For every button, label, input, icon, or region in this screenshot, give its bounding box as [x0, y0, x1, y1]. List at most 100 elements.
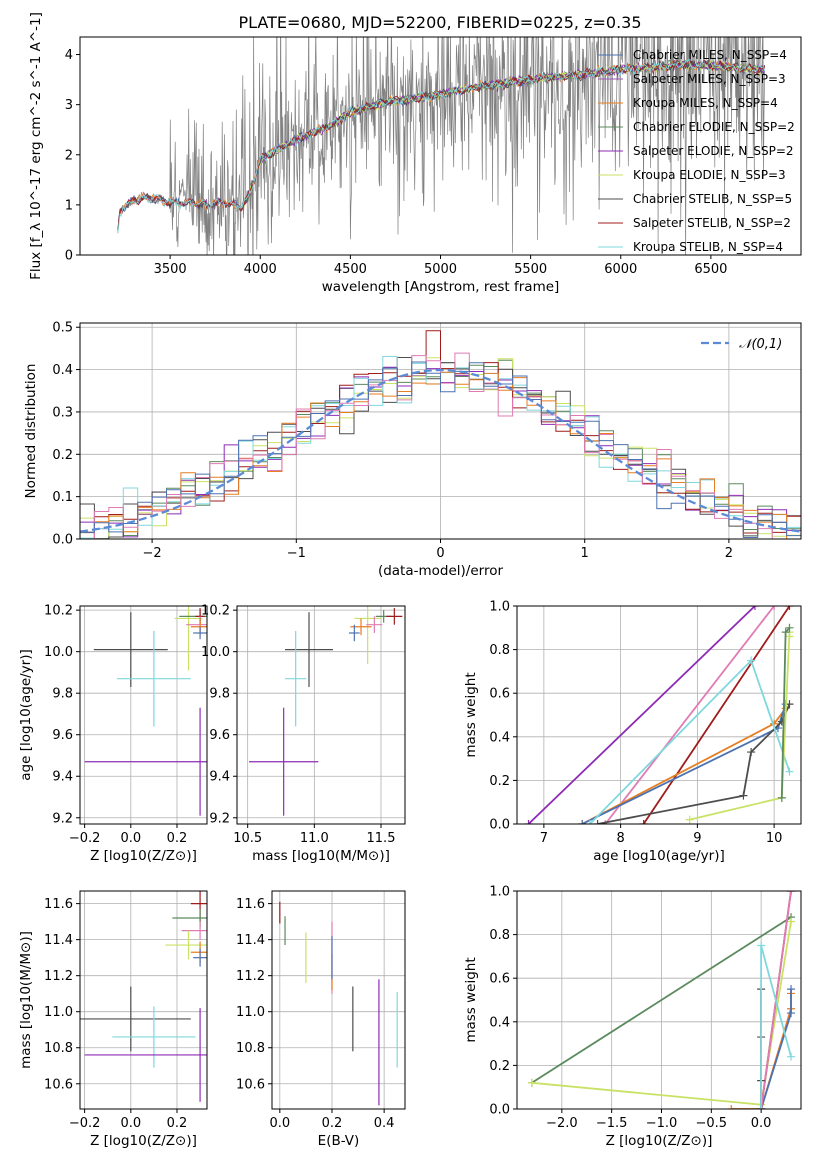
- x-tick-label: 5500: [514, 262, 547, 277]
- x-tick-label: 0.0: [120, 1116, 141, 1131]
- figure-title: PLATE=0680, MJD=52200, FIBERID=0225, z=0…: [238, 13, 641, 32]
- y-tick-label: 9.8: [209, 687, 230, 702]
- axes-frame: [236, 605, 406, 825]
- axes-frame: [79, 36, 802, 256]
- mass-weight-marker: [750, 606, 759, 610]
- plot-area: [524, 606, 794, 824]
- mass-weight-marker: [787, 985, 796, 994]
- plot-area: [117, 37, 765, 255]
- x-axis-label: age [log10(age/yr)]: [593, 848, 725, 864]
- mass-weight-marker: [747, 656, 756, 665]
- y-axis-label: mass weight: [463, 957, 479, 1042]
- legend-entry: Salpeter ELODIE, N_SSP=2: [633, 144, 794, 158]
- x-axis-label: Z [log10(Z/Z⊙)]: [90, 848, 197, 864]
- y-tick-label: 11.0: [44, 1005, 73, 1020]
- y-axis-label: Normed distribution: [23, 364, 39, 499]
- mass-weight-marker: [770, 606, 779, 610]
- x-tick-label: 0: [436, 546, 444, 561]
- x-axis-label: Z [log10(Z/Z⊙)]: [90, 1133, 197, 1149]
- normal-reference-curve: [80, 368, 801, 533]
- mass-weight-marker: [585, 820, 594, 824]
- legend-entry: Salpeter STELIB, N_SSP=2: [633, 216, 791, 230]
- y-tick-label: 11.4: [236, 933, 265, 948]
- mass-weight-line: [597, 703, 791, 824]
- x-axis-label: E(B-V): [318, 1133, 360, 1149]
- plot-area: [279, 901, 398, 1106]
- y-axis-label: mass [log10(M/M⊙)]: [18, 931, 34, 1069]
- y-tick-label: 9.6: [52, 728, 73, 743]
- x-tick-label: −2.0: [546, 1116, 578, 1131]
- y-tick-label: 0.8: [489, 928, 510, 943]
- y-tick-label: 9.8: [52, 687, 73, 702]
- x-tick-label: 4000: [244, 262, 277, 277]
- x-tick-label: 0.4: [374, 1116, 395, 1131]
- x-tick-label: 0.0: [751, 1116, 772, 1131]
- y-tick-label: 9.2: [52, 811, 73, 826]
- y-tick-label: 0.4: [489, 730, 510, 745]
- y-tick-label: 9.4: [209, 770, 230, 785]
- x-tick-label: 0.2: [322, 1116, 343, 1131]
- axes-age_vs_Z: −0.2 0.0 0.2 9.2 9.4 9.6 9.8 10.0 10.2 Z [log10(Z…: [18, 604, 208, 864]
- axes-mass_vs_Z: −0.2 0.0 0.2 10.6 10.8 11.0 11.2 11.4 11.6 Z [log…: [18, 890, 208, 1149]
- legend-entry: Chabrier ELODIE, N_SSP=2: [633, 120, 795, 134]
- legend-entry: Kroupa STELIB, N_SSP=4: [633, 240, 783, 254]
- mass-weight-marker: [787, 891, 796, 895]
- axes-frame: [516, 605, 802, 825]
- plot-area: [527, 891, 796, 1109]
- mass-weight-marker: [785, 606, 794, 610]
- histogram-step: [80, 330, 801, 534]
- model-spectrum-line: [117, 57, 765, 233]
- y-tick-label: 0.6: [489, 687, 510, 702]
- mass-weight-marker: [757, 1105, 766, 1109]
- observed-spectrum-line: [117, 37, 765, 255]
- x-tick-label: 0.0: [120, 831, 141, 846]
- histogram-step: [80, 361, 801, 538]
- mass-weight-marker: [747, 748, 756, 757]
- mass-weight-marker: [785, 632, 794, 641]
- plot-area: [80, 891, 207, 1102]
- histogram-step: [80, 352, 801, 539]
- mass-weight-marker: [785, 623, 794, 632]
- y-tick-label: 0.4: [489, 1015, 510, 1030]
- y-tick-label: 9.6: [209, 728, 230, 743]
- mass-weight-marker: [777, 793, 786, 802]
- mass-weight-marker: [785, 767, 794, 776]
- plot-area: [80, 330, 801, 539]
- x-tick-label: −1.5: [596, 1116, 628, 1131]
- mass-weight-line: [589, 658, 791, 824]
- y-tick-label: 10.0: [201, 645, 230, 660]
- x-tick-label: 4500: [334, 262, 367, 277]
- axes-weight_vs_age: 7 8 9 10 0.0 0.2 0.4 0.6 0.8 1.0 age [log10(age/yr…: [463, 600, 802, 864]
- axes-frame: [79, 605, 208, 825]
- x-tick-label: −0.2: [69, 831, 101, 846]
- x-tick-label: −0.5: [696, 1116, 728, 1131]
- legend-entry: 𝒩(0,1): [739, 337, 782, 352]
- y-tick-label: 0.5: [52, 321, 73, 336]
- y-tick-label: 10.2: [201, 604, 230, 619]
- mass-weight-marker: [781, 628, 790, 637]
- mass-weight-line: [527, 606, 756, 824]
- y-tick-label: 0.1: [52, 490, 73, 505]
- x-tick-label: 5000: [424, 262, 457, 277]
- axes-frame: [79, 322, 802, 540]
- x-axis-label: (data-model)/error: [378, 563, 504, 579]
- x-tick-label: 11.5: [367, 831, 396, 846]
- mass-weight-marker: [524, 820, 533, 824]
- y-tick-label: 0: [65, 249, 73, 264]
- model-spectrum-line: [117, 58, 765, 231]
- axes-weight_vs_Z: −2.0 −1.5 −1.0 −0.5 0.0 0.0 0.2 0.4 0.6 0.8 1.0 Z […: [463, 885, 802, 1149]
- axes-frame: [516, 890, 802, 1110]
- x-tick-label: 0.0: [269, 1116, 290, 1131]
- y-tick-label: 9.4: [52, 770, 73, 785]
- mass-weight-marker: [739, 791, 748, 800]
- y-tick-label: 11.6: [236, 897, 265, 912]
- y-tick-label: 10.2: [44, 604, 73, 619]
- mass-weight-marker: [787, 1009, 796, 1018]
- mass-weight-marker: [685, 815, 694, 824]
- y-tick-label: 0.3: [52, 405, 73, 420]
- x-tick-label: 9: [693, 831, 701, 846]
- y-tick-label: 10.0: [44, 645, 73, 660]
- y-tick-label: 0.4: [52, 363, 73, 378]
- x-tick-label: −1.0: [646, 1116, 678, 1131]
